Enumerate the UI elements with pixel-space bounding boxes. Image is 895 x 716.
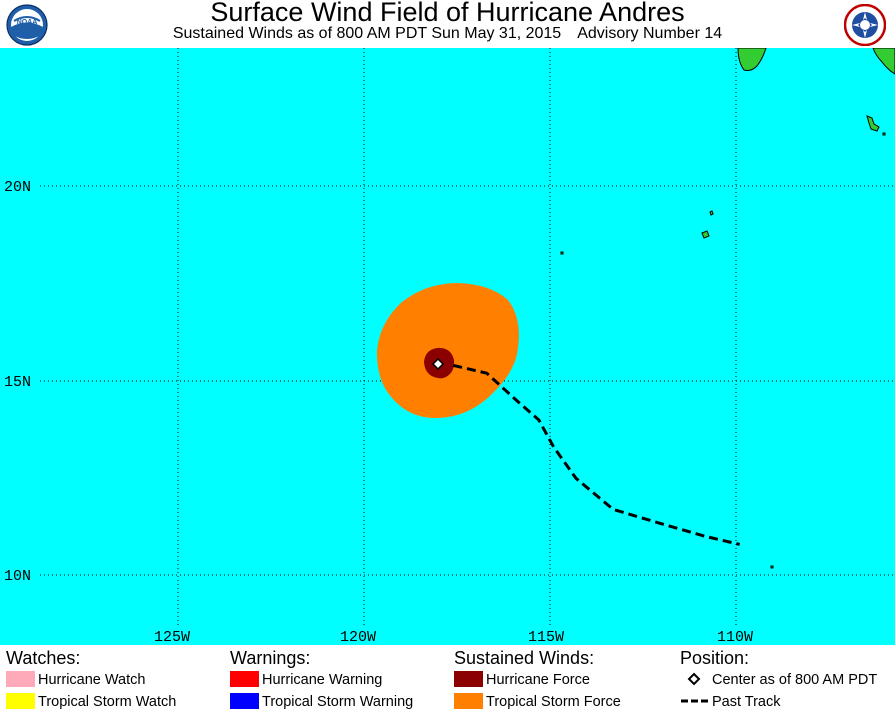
legend-warnings: Warnings: Hurricane Warning Tropical Sto… xyxy=(230,647,413,713)
storm-center-marker xyxy=(431,357,445,371)
national-weather-service-logo-icon xyxy=(844,4,886,46)
legend-warnings-heading: Warnings: xyxy=(230,648,311,668)
legend-item-tropical-storm-force: Tropical Storm Force xyxy=(454,691,621,713)
past-track-dash-icon xyxy=(681,699,708,703)
tropical-storm-warning-swatch xyxy=(230,693,259,709)
hurricane-force-label: Hurricane Force xyxy=(486,672,590,688)
legend-item-tropical-storm-warning: Tropical Storm Warning xyxy=(230,691,413,713)
svg-text:NOAA: NOAA xyxy=(17,19,38,26)
past-track xyxy=(452,363,741,546)
past-track-line xyxy=(452,363,741,546)
legend-position: Position: Center as of 800 AM PDT Past T… xyxy=(680,647,877,713)
noaa-logo-icon: NOAA xyxy=(6,4,48,46)
tropical-storm-warning-label: Tropical Storm Warning xyxy=(262,694,414,710)
isla-san-benedicto xyxy=(709,210,714,216)
hurricane-force-swatch xyxy=(454,671,483,687)
legend-sustained-winds: Sustained Winds: Hurricane Force Tropica… xyxy=(454,647,621,713)
legend-item-tropical-storm-watch: Tropical Storm Watch xyxy=(6,691,176,713)
legend-position-heading: Position: xyxy=(680,648,750,668)
tropical-storm-watch-label: Tropical Storm Watch xyxy=(38,694,177,710)
legend-item-center: Center as of 800 AM PDT xyxy=(680,669,877,691)
map-header: NOAA Surface Wind Field of Hurricane And… xyxy=(0,0,895,48)
axis-label-band xyxy=(0,625,895,645)
hurricane-warning-swatch xyxy=(230,671,259,687)
lon-label-120w: 120W xyxy=(340,629,376,645)
lon-label-110w: 110W xyxy=(717,629,753,645)
legend-item-hurricane-watch: Hurricane Watch xyxy=(6,669,176,691)
legend-winds-heading: Sustained Winds: xyxy=(454,648,595,668)
map-subtitle: Sustained Winds as of 800 AM PDT Sun May… xyxy=(0,25,895,43)
longitude-labels: 125W 120W 115W 110W xyxy=(154,629,753,645)
lat-label-15n: 15N xyxy=(4,374,31,391)
legend-item-past-track: Past Track xyxy=(680,691,877,713)
legend-watches: Watches: Hurricane Watch Tropical Storm … xyxy=(6,647,176,713)
lat-label-20n: 20N xyxy=(4,179,31,196)
isla-socorro xyxy=(701,230,710,239)
hurricane-watch-label: Hurricane Watch xyxy=(38,672,146,688)
legend-item-hurricane-warning: Hurricane Warning xyxy=(230,669,413,691)
wind-field-map: 20N 15N 10N 125W 120W 115W 110W xyxy=(0,48,895,645)
latitude-labels: 20N 15N 10N xyxy=(4,179,31,585)
land-masses xyxy=(560,48,895,569)
center-diamond-icon xyxy=(687,672,701,686)
tres-marias-small xyxy=(882,132,886,136)
legend-watches-heading: Watches: xyxy=(6,648,81,668)
hurricane-watch-swatch xyxy=(6,671,35,687)
subtitle-time: Sustained Winds as of 800 AM PDT Sun May… xyxy=(172,25,562,42)
tropical-storm-watch-swatch xyxy=(6,693,35,709)
lon-label-115w: 115W xyxy=(528,629,564,645)
lat-label-10n: 10N xyxy=(4,568,31,585)
map-title: Surface Wind Field of Hurricane Andres xyxy=(210,0,685,27)
mainland-mexico-edge xyxy=(872,48,895,75)
islas-marias xyxy=(866,115,880,132)
lon-label-125w: 125W xyxy=(154,629,190,645)
tropical-storm-force-label: Tropical Storm Force xyxy=(486,694,621,710)
legend-item-hurricane-force: Hurricane Force xyxy=(454,669,621,691)
map-legend: Watches: Hurricane Watch Tropical Storm … xyxy=(0,645,895,716)
baja-california-tip xyxy=(737,48,767,71)
clipperton-island xyxy=(770,565,774,569)
graticule xyxy=(40,48,895,625)
roca-partida xyxy=(560,251,564,255)
subtitle-advisory: Advisory Number 14 xyxy=(577,25,723,42)
hurricane-warning-label: Hurricane Warning xyxy=(262,672,383,688)
center-label: Center as of 800 AM PDT xyxy=(712,672,878,688)
past-track-label: Past Track xyxy=(712,694,781,710)
tropical-storm-force-swatch xyxy=(454,693,483,709)
